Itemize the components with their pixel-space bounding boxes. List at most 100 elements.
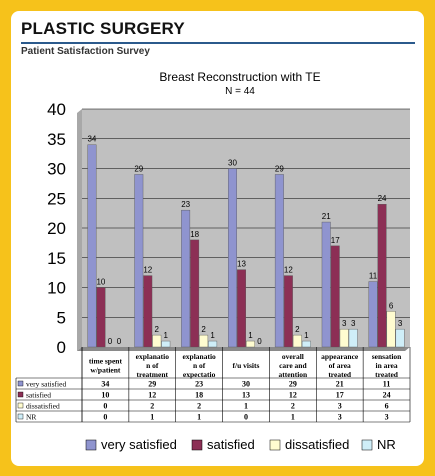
table-cell: 21 (336, 380, 344, 389)
bar (321, 221, 331, 348)
data-label: 2 (201, 325, 206, 334)
table-cell: 34 (101, 380, 109, 389)
table-cell: 3 (338, 413, 342, 422)
data-label: 1 (210, 331, 215, 340)
data-label: 2 (295, 325, 300, 334)
y-tick-label: 15 (47, 249, 66, 268)
bar (339, 328, 349, 348)
data-label: 1 (304, 331, 309, 340)
table-cell: 10 (101, 391, 109, 400)
page-subtitle: Patient Satisfaction Survey (21, 46, 150, 57)
y-tick-label: 0 (57, 338, 66, 357)
table-cell: 2 (150, 402, 154, 411)
table-cell: 29 (289, 380, 297, 389)
table-cell: 0 (103, 402, 107, 411)
bar (386, 311, 396, 348)
category-label: explanatio (136, 352, 170, 361)
bar (395, 328, 405, 348)
data-label: 1 (248, 331, 253, 340)
table-cell: 17 (336, 391, 344, 400)
category-label: w/patient (90, 366, 121, 375)
data-label: 3 (398, 319, 403, 328)
bar (152, 334, 162, 348)
chart-subtitle: N = 44 (225, 86, 255, 97)
y-tick-label: 20 (47, 219, 66, 238)
bar (134, 174, 144, 348)
data-label: 34 (87, 135, 96, 144)
category-label: in area (375, 361, 397, 370)
bar (274, 174, 284, 348)
legend-swatch (269, 439, 281, 451)
table-legend-swatch (17, 402, 24, 409)
category-label: of area (329, 361, 351, 370)
table-cell: 1 (150, 413, 154, 422)
legend-label: NR (377, 437, 396, 452)
data-label: 17 (331, 236, 340, 245)
bar (87, 144, 97, 348)
table-cell: 23 (195, 380, 203, 389)
bar (292, 334, 302, 348)
table-cell: 12 (289, 391, 297, 400)
data-label: 0 (117, 337, 122, 346)
table-cell: 1 (291, 413, 295, 422)
table-series-label: satisfied (26, 391, 51, 400)
y-tick-label: 35 (47, 130, 66, 149)
category-label: overall (282, 352, 304, 361)
category-label: care and (279, 361, 307, 370)
category-label: expectatio (183, 370, 216, 379)
data-label: 12 (143, 266, 152, 275)
category-label: n of (193, 361, 206, 370)
category-label: treatment (137, 370, 169, 379)
category-label: explanatio (182, 352, 216, 361)
bar (190, 239, 200, 348)
table-legend-swatch (17, 413, 24, 420)
data-label: 10 (96, 278, 105, 287)
data-label: 2 (155, 325, 160, 334)
bar (237, 269, 246, 348)
bar (368, 281, 378, 348)
bar (143, 275, 153, 348)
table-legend-swatch (17, 380, 24, 387)
table-cell: 0 (103, 413, 107, 422)
data-label: 0 (108, 337, 113, 346)
data-label: 29 (134, 164, 143, 173)
data-label: 3 (342, 319, 347, 328)
table-cell: 2 (291, 402, 295, 411)
table-cell: 30 (242, 380, 250, 389)
data-label: 0 (257, 337, 262, 346)
table-cell: 1 (244, 402, 248, 411)
data-label: 29 (275, 164, 284, 173)
bar (283, 275, 293, 348)
legend-swatch (361, 439, 373, 451)
bar (246, 340, 255, 348)
table-cell: 12 (148, 391, 156, 400)
bar (96, 287, 106, 348)
table-series-label: dissatisfied (26, 402, 60, 411)
table-cell: 1 (197, 413, 201, 422)
legend-swatch (85, 439, 97, 451)
legend-label: satisfied (207, 437, 255, 452)
table-legend-swatch (17, 391, 24, 398)
table-cell: 18 (195, 391, 203, 400)
category-label: time spent (89, 357, 123, 366)
table-cell: 11 (383, 380, 391, 389)
table-cell: 29 (148, 380, 156, 389)
y-tick-label: 40 (47, 100, 66, 119)
data-label: 24 (378, 194, 387, 203)
category-label: f/u visits (233, 361, 260, 370)
data-label: 11 (369, 272, 378, 281)
bar (161, 340, 171, 348)
bar (301, 340, 311, 348)
plot-floor (77, 347, 410, 351)
table-cell: 6 (385, 402, 389, 411)
table-cell: 3 (385, 413, 389, 422)
bar (199, 334, 209, 348)
table-series-label: very satisfied (26, 380, 66, 389)
category-label: appearance (321, 352, 359, 361)
category-label: n of (146, 361, 159, 370)
table-cell: 13 (242, 391, 250, 400)
table-cell: 24 (383, 391, 391, 400)
category-label: treated (375, 370, 399, 379)
data-label: 12 (284, 266, 293, 275)
plot-side-wall (77, 109, 82, 351)
